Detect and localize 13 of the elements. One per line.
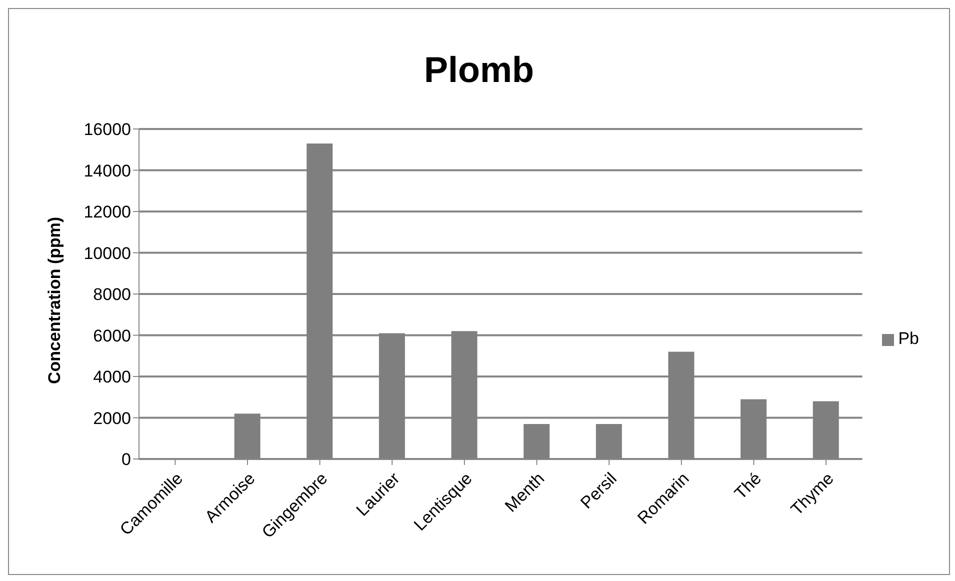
y-tick-label: 10000 xyxy=(84,244,131,263)
y-tick-label: 0 xyxy=(122,450,131,470)
y-tick-label: 6000 xyxy=(93,326,131,346)
y-tick-label: 14000 xyxy=(84,161,131,180)
y-tick-label: 4000 xyxy=(93,368,131,387)
y-tick-label: 12000 xyxy=(84,202,131,222)
chart-title: Plomb xyxy=(422,49,535,91)
y-tick-label: 16000 xyxy=(84,120,131,140)
y-axis-title: Concentration (ppm) xyxy=(45,216,64,384)
y-tick-label: 8000 xyxy=(93,285,131,304)
legend-label: Pb xyxy=(898,329,919,348)
y-tick-label: 2000 xyxy=(93,408,131,428)
x-tick-label: Thé xyxy=(730,468,766,504)
